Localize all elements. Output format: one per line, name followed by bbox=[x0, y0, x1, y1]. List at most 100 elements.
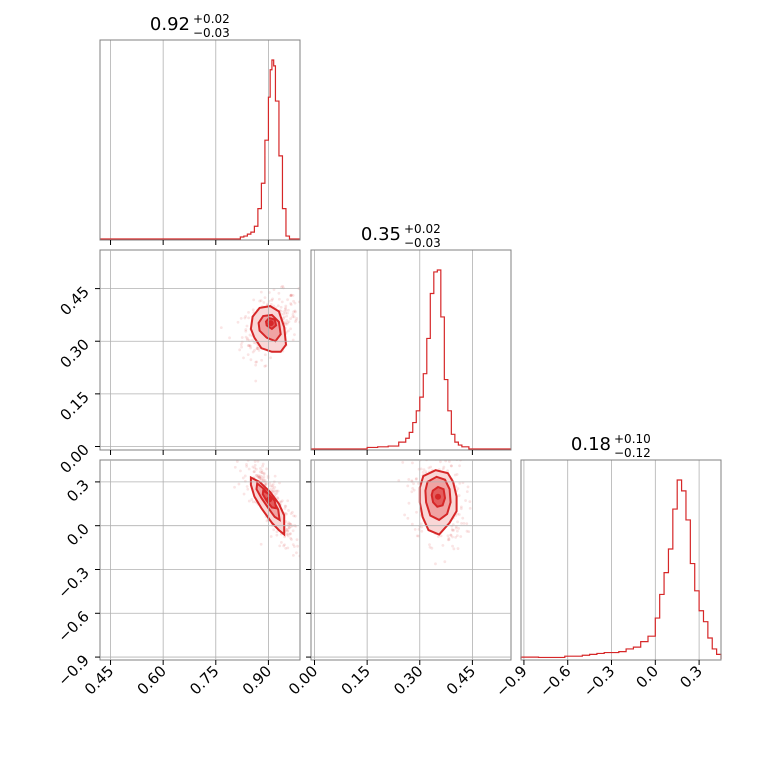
sample-point bbox=[296, 544, 299, 548]
density-peak bbox=[435, 493, 442, 500]
sample-point bbox=[407, 478, 411, 481]
sample-point bbox=[457, 494, 461, 497]
sample-point bbox=[293, 301, 297, 305]
sample-point bbox=[255, 360, 259, 364]
sample-point bbox=[259, 542, 263, 546]
sample-point bbox=[414, 477, 418, 481]
sample-point bbox=[459, 505, 463, 509]
sample-point bbox=[448, 453, 451, 456]
sample-point bbox=[456, 547, 460, 550]
sample-point bbox=[261, 477, 265, 481]
sample-point bbox=[278, 544, 282, 548]
sample-point bbox=[240, 336, 244, 339]
sample-point bbox=[289, 293, 293, 297]
sample-point bbox=[307, 544, 310, 547]
sample-point bbox=[451, 523, 455, 526]
sample-point bbox=[446, 534, 450, 538]
sample-point bbox=[412, 482, 415, 486]
sample-point bbox=[452, 528, 456, 532]
y-tick-label: −0.6 bbox=[54, 607, 92, 645]
sample-point bbox=[307, 338, 310, 341]
sample-point bbox=[244, 447, 247, 450]
sample-point bbox=[291, 315, 295, 319]
sample-point bbox=[276, 496, 279, 500]
sample-point bbox=[291, 338, 295, 342]
histogram-axes-2 bbox=[520, 459, 722, 661]
sample-point bbox=[285, 322, 289, 326]
sample-point bbox=[435, 455, 438, 458]
sample-point bbox=[252, 470, 256, 474]
sample-point bbox=[257, 348, 261, 352]
sample-point bbox=[219, 326, 223, 330]
sample-point bbox=[259, 466, 262, 470]
sample-point bbox=[224, 425, 227, 428]
sample-point bbox=[441, 543, 445, 547]
sample-point bbox=[237, 482, 241, 486]
sample-point bbox=[275, 489, 279, 493]
sample-point bbox=[287, 526, 291, 530]
sample-point bbox=[239, 343, 243, 346]
panel-1_0 bbox=[99, 249, 310, 451]
sample-point bbox=[233, 485, 236, 489]
x-tick-label: 0.30 bbox=[390, 662, 426, 698]
sample-point bbox=[255, 474, 259, 477]
sample-point bbox=[300, 317, 303, 320]
sample-point bbox=[280, 285, 283, 289]
sample-point bbox=[287, 329, 290, 333]
sample-point bbox=[271, 297, 274, 301]
sample-point bbox=[251, 308, 255, 312]
sample-point bbox=[245, 324, 249, 328]
sample-point bbox=[291, 554, 295, 557]
sample-point bbox=[427, 451, 430, 454]
sample-point bbox=[259, 299, 263, 303]
sample-point bbox=[243, 474, 247, 478]
sample-point bbox=[406, 484, 410, 488]
sample-point bbox=[292, 299, 295, 303]
sample-point bbox=[263, 364, 267, 368]
sample-point bbox=[278, 481, 281, 485]
sample-point bbox=[427, 466, 431, 470]
sample-point bbox=[270, 489, 274, 493]
sample-point bbox=[245, 453, 248, 456]
sample-point bbox=[289, 294, 293, 298]
x-tick-label: −0.6 bbox=[536, 662, 574, 700]
sample-point bbox=[261, 464, 264, 468]
sample-point bbox=[285, 314, 289, 318]
sample-point bbox=[272, 490, 276, 494]
sample-point bbox=[244, 335, 248, 339]
sample-point bbox=[417, 534, 420, 538]
sample-point bbox=[419, 467, 423, 471]
sample-point bbox=[256, 475, 260, 479]
sample-point bbox=[284, 321, 287, 325]
param-2-minus-error: −0.12 bbox=[614, 446, 651, 460]
param-1-minus-error: −0.03 bbox=[404, 236, 441, 250]
sample-point bbox=[282, 315, 286, 319]
sample-point bbox=[284, 512, 287, 515]
sample-point bbox=[454, 535, 458, 539]
sample-point bbox=[279, 305, 283, 309]
sample-point bbox=[456, 520, 459, 524]
sample-point bbox=[252, 341, 256, 344]
sample-point bbox=[247, 451, 250, 454]
sample-point bbox=[283, 307, 287, 311]
sample-point bbox=[410, 490, 414, 494]
sample-point bbox=[263, 353, 267, 357]
sample-point bbox=[428, 545, 432, 549]
sample-point bbox=[461, 516, 465, 520]
x-tick-label: 0.60 bbox=[134, 662, 170, 698]
sample-point bbox=[442, 465, 446, 469]
sample-point bbox=[291, 312, 295, 316]
sample-point bbox=[287, 320, 291, 324]
sample-point bbox=[446, 469, 450, 473]
sample-point bbox=[289, 293, 293, 297]
sample-point bbox=[251, 465, 255, 469]
sample-point bbox=[294, 320, 297, 323]
sample-point bbox=[263, 296, 267, 300]
panel-2_0 bbox=[99, 425, 310, 661]
sample-point bbox=[457, 513, 461, 516]
sample-point bbox=[269, 356, 273, 360]
sample-point bbox=[291, 293, 295, 297]
sample-point bbox=[252, 298, 256, 302]
sample-point bbox=[295, 316, 299, 320]
sample-point bbox=[286, 311, 289, 315]
